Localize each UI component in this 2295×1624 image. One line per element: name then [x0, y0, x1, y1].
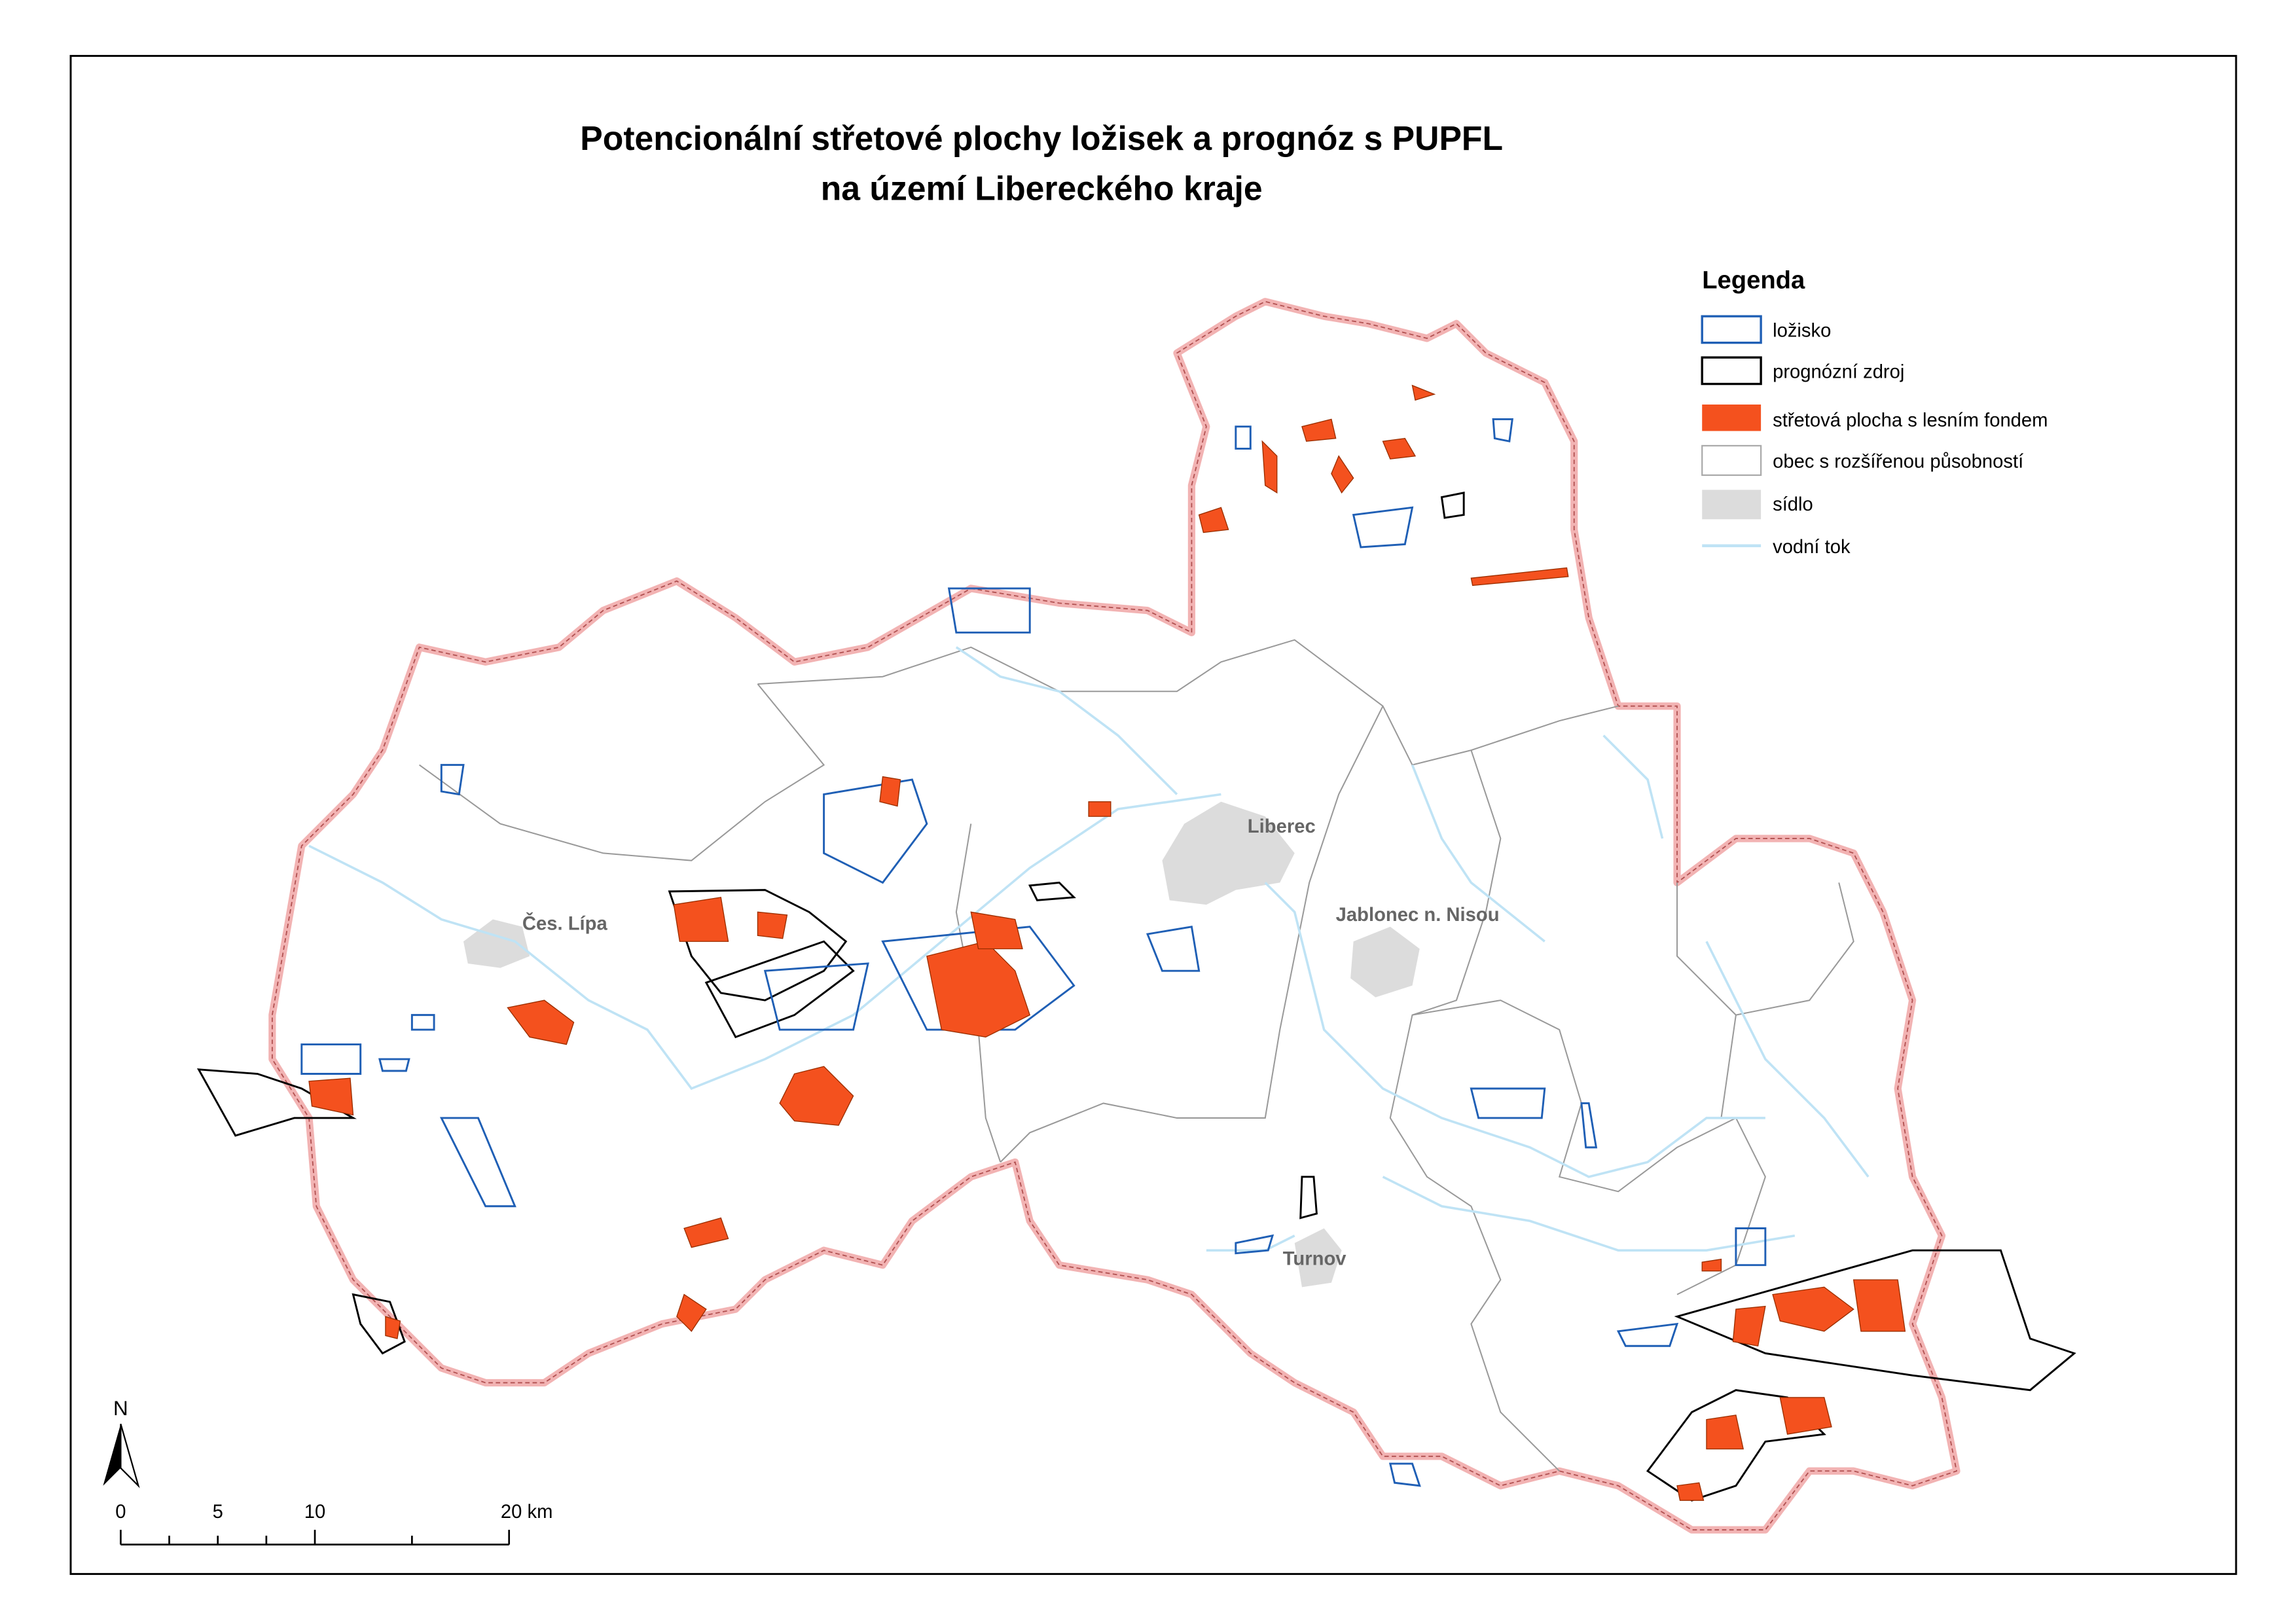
north-arrow: N: [103, 1397, 140, 1489]
legend-swatch: [1702, 405, 1762, 431]
legend-label: vodní tok: [1773, 537, 1851, 558]
place-label: Jablonec n. Nisou: [1336, 905, 1500, 926]
region-boundary-inner: [271, 300, 1958, 1531]
district-boundaries: [419, 639, 1854, 1471]
scale-label: 20 km: [501, 1502, 553, 1523]
title-line-1: Potencionální střetové plochy ložisek a …: [580, 119, 1503, 157]
settlements: [463, 801, 1420, 1288]
legend-label: obec s rozšířenou působností: [1773, 452, 2023, 473]
legend-swatch: [1701, 444, 1762, 476]
legend-label: ložisko: [1773, 321, 1831, 342]
legend-title: Legenda: [1702, 266, 1805, 294]
legend: Legenda ložisko prognózní zdroj střetová…: [1701, 266, 2048, 558]
legend-label: sídlo: [1773, 494, 1813, 515]
forest-conflict-areas: [308, 384, 1906, 1501]
legend-swatch: [1701, 356, 1762, 386]
legend-swatch: [1702, 490, 1762, 520]
legend-label: střetová plocha s lesním fondem: [1773, 410, 2048, 431]
legend-label: prognózní zdroj: [1773, 362, 1904, 383]
place-label: Turnov: [1283, 1249, 1347, 1270]
scale-label: 5: [213, 1502, 223, 1523]
place-label: Liberec: [1248, 816, 1316, 837]
rivers: [308, 646, 1870, 1252]
north-label: N: [113, 1397, 128, 1420]
title-line-2: na území Libereckého kraje: [821, 170, 1263, 208]
place-label: Čes. Lípa: [522, 912, 608, 934]
scale-label: 0: [115, 1502, 126, 1523]
prognostic-resources: [196, 492, 2076, 1502]
scale-label: 10: [304, 1502, 325, 1523]
legend-swatch: [1701, 315, 1762, 344]
scale-bar: 0 5 10 20 km: [115, 1502, 553, 1545]
